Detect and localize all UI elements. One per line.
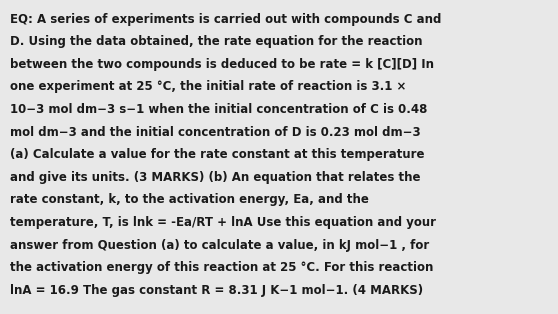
Text: rate constant, k, to the activation energy, Ea, and the: rate constant, k, to the activation ener… xyxy=(10,193,369,206)
Text: mol dm−3 and the initial concentration of D is 0.23 mol dm−3: mol dm−3 and the initial concentration o… xyxy=(10,126,421,138)
Text: one experiment at 25 °C, the initial rate of reaction is 3.1 ×: one experiment at 25 °C, the initial rat… xyxy=(10,80,406,93)
Text: the activation energy of this reaction at 25 °C. For this reaction: the activation energy of this reaction a… xyxy=(10,261,434,274)
Text: 10−3 mol dm−3 s−1 when the initial concentration of C is 0.48: 10−3 mol dm−3 s−1 when the initial conce… xyxy=(10,103,427,116)
Text: temperature, T, is lnk = -Ea/RT + lnA Use this equation and your: temperature, T, is lnk = -Ea/RT + lnA Us… xyxy=(10,216,436,229)
Text: (a) Calculate a value for the rate constant at this temperature: (a) Calculate a value for the rate const… xyxy=(10,148,425,161)
Text: between the two compounds is deduced to be rate = k [C][D] In: between the two compounds is deduced to … xyxy=(10,58,434,71)
Text: and give its units. (3 MARKS) (b) An equation that relates the: and give its units. (3 MARKS) (b) An equ… xyxy=(10,171,421,184)
Text: EQ: A series of experiments is carried out with compounds C and: EQ: A series of experiments is carried o… xyxy=(10,13,441,25)
Text: D. Using the data obtained, the rate equation for the reaction: D. Using the data obtained, the rate equ… xyxy=(10,35,422,48)
Text: answer from Question (a) to calculate a value, in kJ mol−1 , for: answer from Question (a) to calculate a … xyxy=(10,239,429,252)
Text: lnA = 16.9 The gas constant R = 8.31 J K−1 mol−1. (4 MARKS): lnA = 16.9 The gas constant R = 8.31 J K… xyxy=(10,284,423,297)
